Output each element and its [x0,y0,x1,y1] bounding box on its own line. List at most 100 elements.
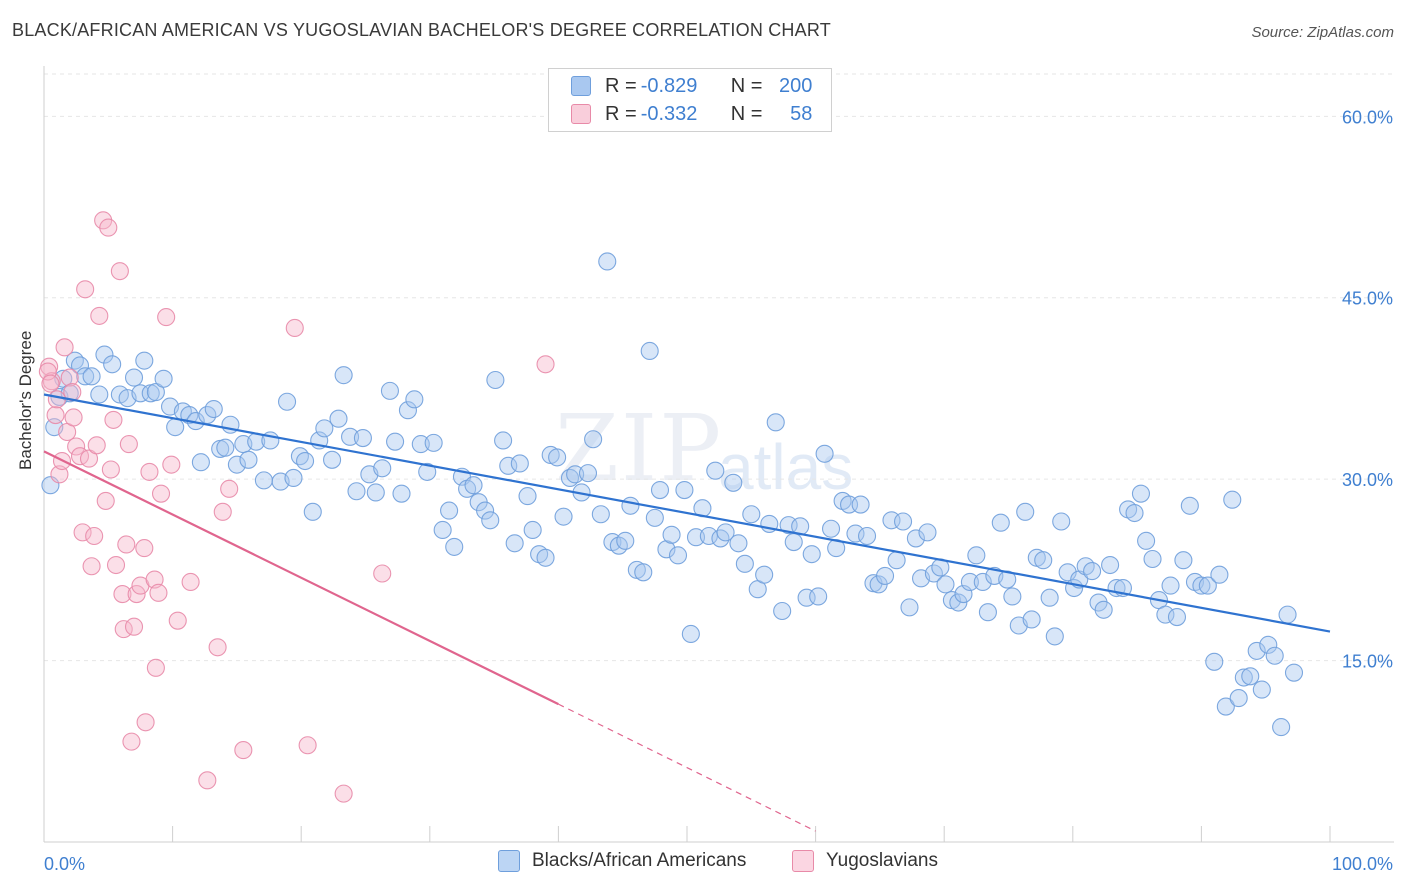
data-point [140,462,159,481]
data-point [1272,718,1291,737]
data-point [548,448,567,467]
legend: R = -0.829 N = 200 R = -0.332 N = 58 [548,68,832,132]
data-point [1161,576,1180,595]
data-point [166,418,185,437]
data-point [445,537,464,556]
data-point [131,384,150,403]
data-point [373,459,392,478]
data-point [101,460,120,479]
legend-r-label: R = [605,74,637,97]
data-point [766,413,785,432]
data-point [151,484,171,503]
data-point [499,456,518,475]
data-point [536,355,555,374]
data-point [1241,667,1260,686]
data-point [65,351,84,370]
data-point [106,555,126,575]
data-point [578,464,598,483]
data-point [815,444,834,463]
trend-lines [43,393,1331,832]
grid-lines [44,73,1394,662]
data-point [857,526,877,546]
data-point [87,436,106,455]
data-point [1131,484,1151,503]
data-point [706,461,725,480]
data-point [191,453,210,472]
data-point [1003,587,1022,606]
data-point [949,593,968,612]
data-point [991,513,1010,532]
data-point [716,523,735,542]
data-point [433,520,452,540]
data-point [1156,605,1175,624]
data-point [906,529,925,548]
data-point [591,505,610,524]
data-point [341,427,360,446]
data-point [353,428,372,448]
data-point [1192,576,1211,595]
trend-line-blacks [43,393,1331,633]
data-point [1284,663,1304,682]
data-point [464,476,483,495]
data-point [70,356,90,375]
data-point [518,487,537,506]
data-point [797,588,816,607]
data-point [284,468,303,488]
legend-row-yugoslavians: R = -0.332 N = 58 [571,101,812,127]
data-point [650,481,670,500]
data-point [960,572,979,592]
data-point [1143,549,1162,569]
data-point [168,611,187,630]
data-point [505,534,524,553]
data-point [278,392,297,411]
data-point [486,370,505,390]
data-point [1229,689,1248,708]
data-point [851,495,870,514]
bottom-legend-label: Yugoslavians [826,850,938,871]
data-point [110,262,129,281]
data-point [846,524,865,543]
data-point [494,431,513,450]
series-blacks-points [41,252,1304,737]
data-point [136,713,155,732]
data-point [95,345,114,364]
data-point [298,736,317,755]
data-point [779,516,798,535]
data-point [742,505,761,524]
data-point [104,410,123,429]
data-point [41,374,60,393]
data-point [82,557,101,576]
data-point [146,383,165,402]
data-point [334,366,353,385]
data-point [668,546,688,565]
data-point [735,554,754,573]
data-point [1052,512,1071,531]
data-point [424,433,443,452]
data-point [82,367,101,386]
data-point [893,512,913,531]
data-point [117,535,136,554]
data-point [380,381,399,400]
data-point [124,368,144,387]
data-point [46,406,65,425]
data-point [1040,588,1059,607]
data-point [1278,605,1297,624]
data-point [208,638,227,657]
y-tick-label: 45.0% [1342,289,1393,309]
legend-swatch-pink [571,104,591,124]
legend-swatch-blue [571,76,591,96]
y-tick-label: 30.0% [1342,470,1393,490]
x-tick-label-max: 100.0% [1332,854,1393,874]
source-label: Source: ZipAtlas.com [1251,24,1394,41]
data-point [1198,576,1217,595]
data-point [936,575,955,594]
bottom-legend-swatch-pink [792,850,814,872]
data-point [662,525,681,544]
data-point [554,507,573,526]
axes [43,66,1394,843]
data-point [254,471,273,490]
data-point [1125,503,1144,523]
data-point [1247,641,1266,660]
data-point [809,587,828,606]
